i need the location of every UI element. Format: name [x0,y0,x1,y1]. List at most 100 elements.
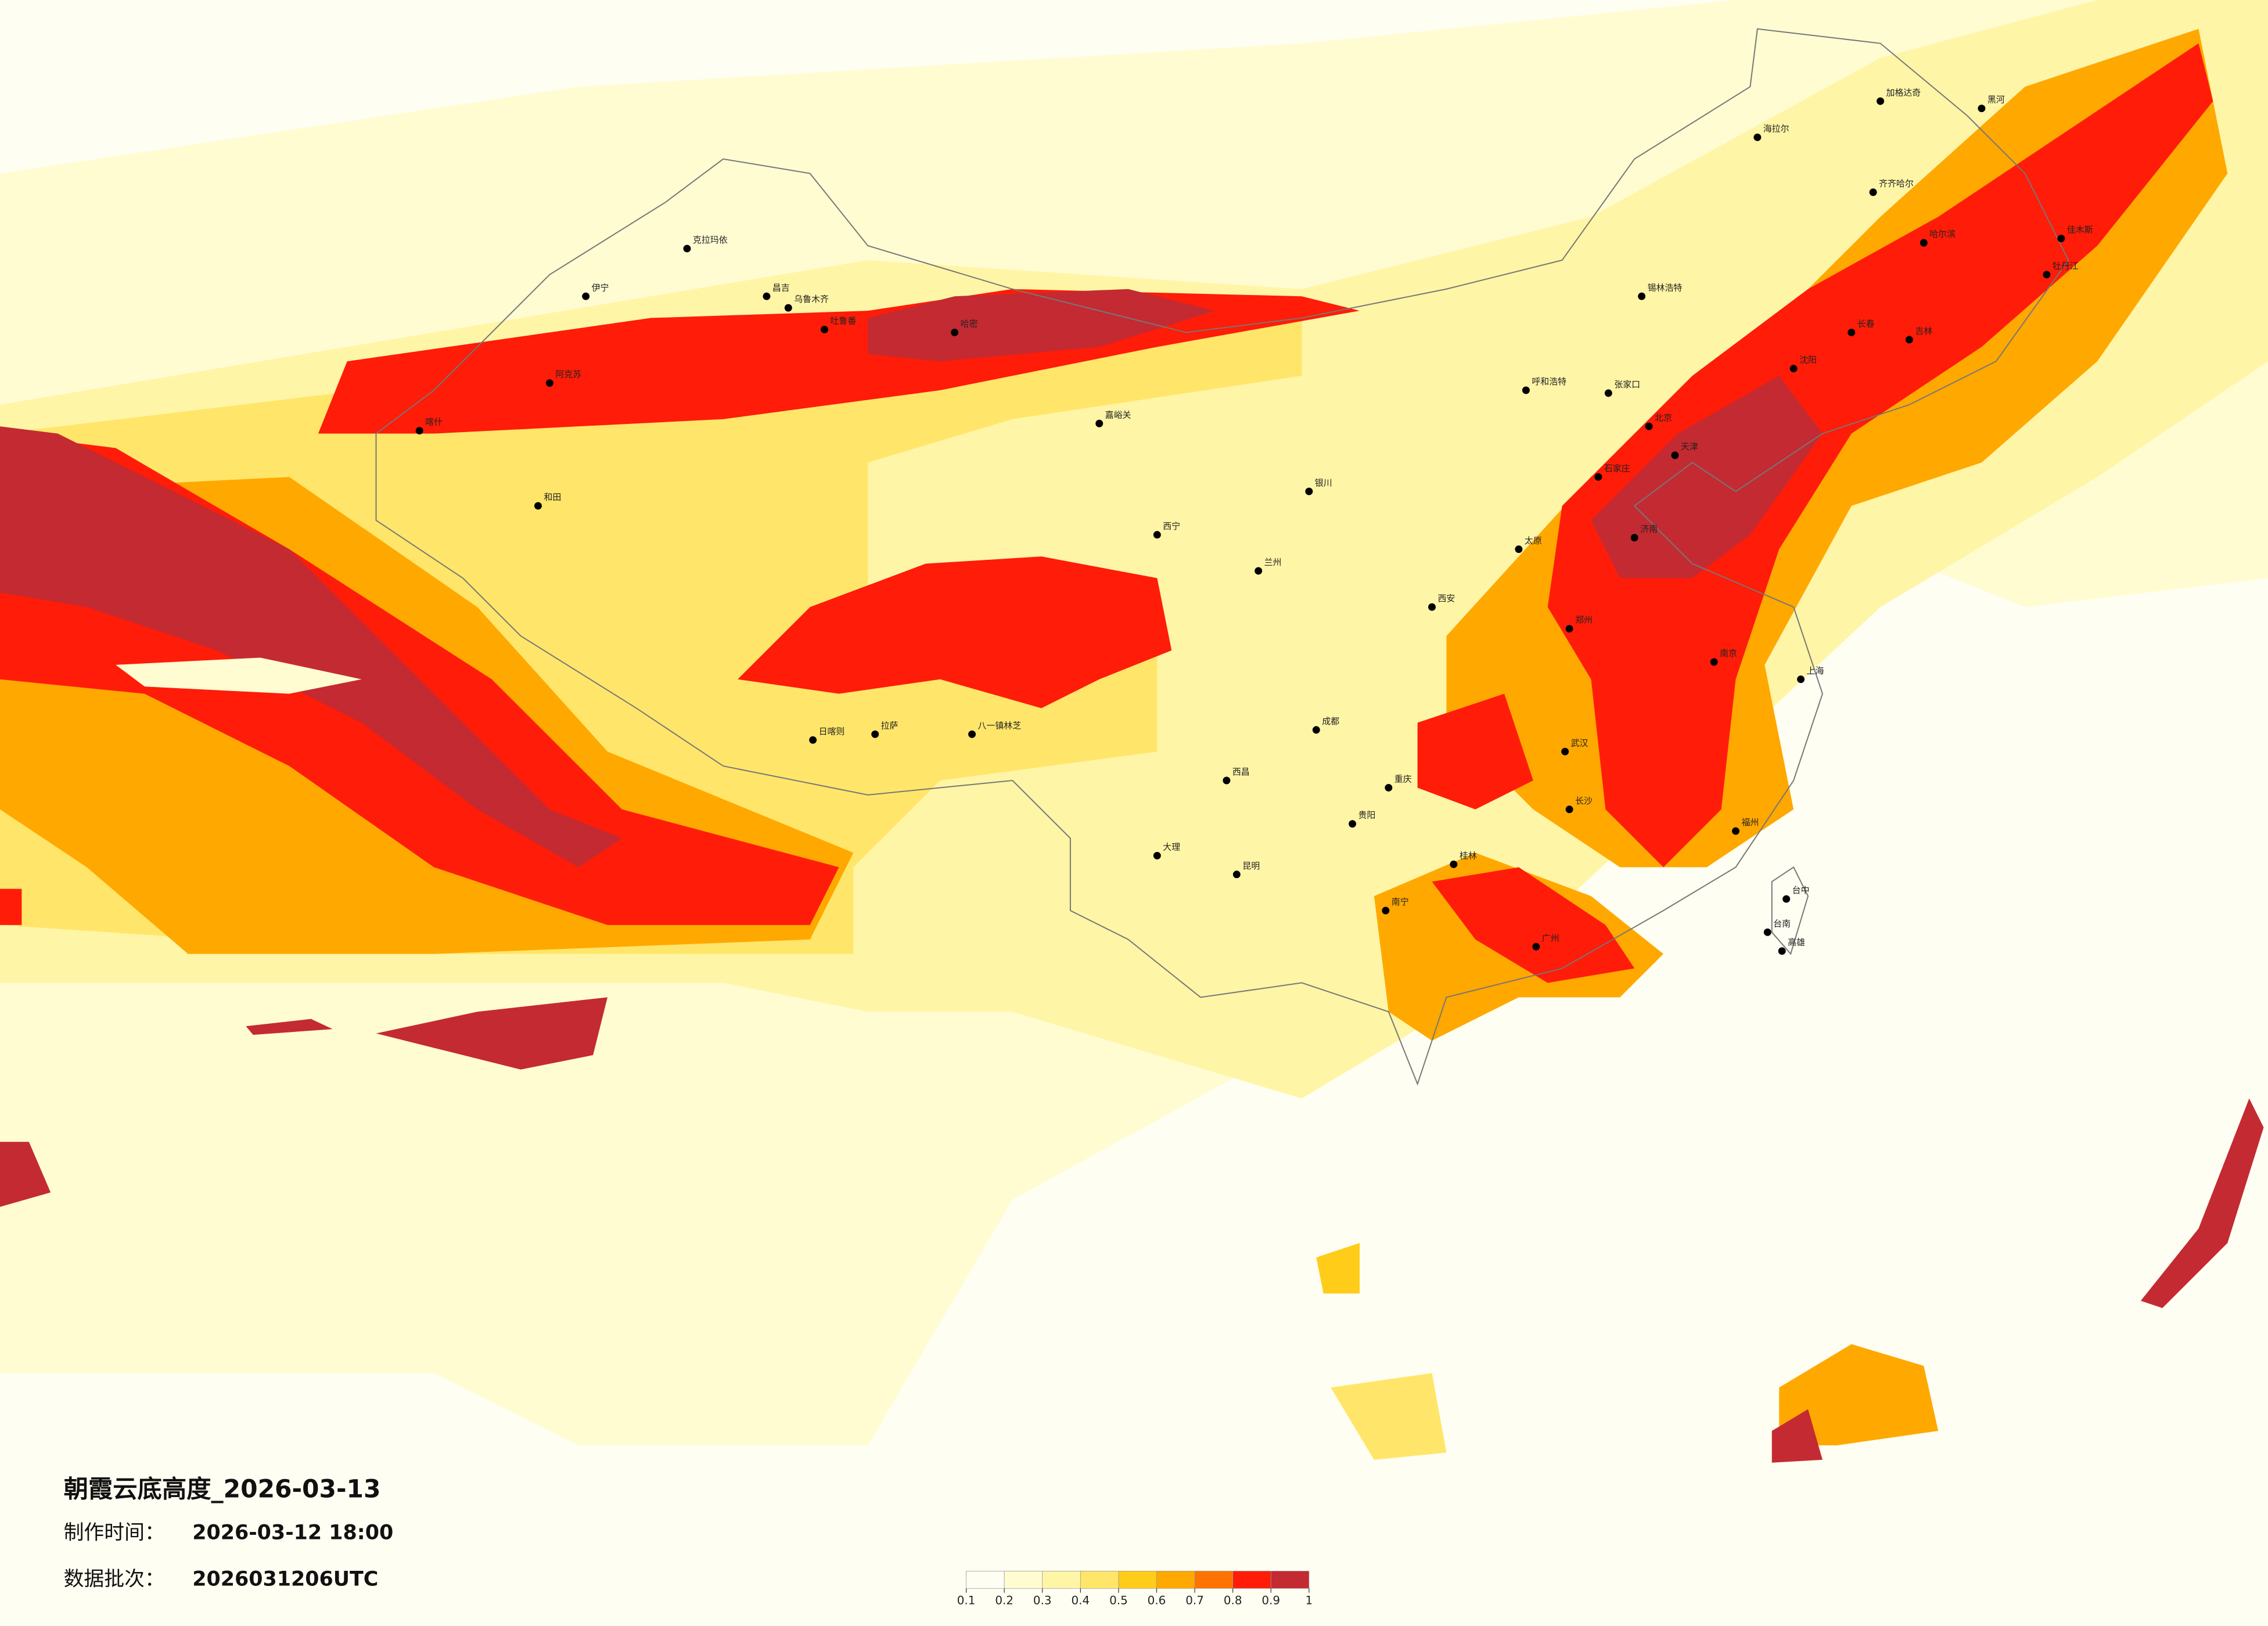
city-dot [1732,827,1739,835]
city-label: 太原 [1525,535,1542,546]
city-dot [1223,776,1231,785]
city-label: 银川 [1315,477,1332,488]
city-label: 昌吉 [772,282,790,293]
city-dot [1428,603,1436,611]
colorbar-tick-label: 0.4 [1072,1594,1090,1607]
colorbar-cell [1232,1571,1271,1589]
island-border [1771,866,1809,955]
colorbar-tick-label: 0.1 [957,1594,976,1607]
city-label: 锡林浩特 [1648,282,1683,293]
city-dot [1522,386,1530,394]
batch-label: 数据批次： [64,1567,165,1591]
colorbar-cell [1004,1571,1043,1589]
city-label: 北京 [1655,412,1672,423]
colorbar-tick-label: 0.5 [1109,1594,1128,1607]
city-dot [1561,747,1569,756]
city-dot [1920,239,1928,247]
colorbar-cell [1194,1571,1234,1589]
field [1779,1344,1939,1445]
field [1417,693,1533,810]
city-label: 台中 [1792,885,1810,895]
colorbar-tick-label: 0.3 [1033,1594,1052,1607]
city-dot [1532,942,1540,951]
city-dot [951,328,959,336]
field [0,888,22,925]
city-dot [1905,336,1913,344]
city-dot [2043,271,2051,279]
city-label: 西安 [1437,593,1455,603]
city-label: 长春 [1857,318,1875,329]
colorbar-cell [966,1571,1005,1589]
field [1316,1243,1360,1294]
field [0,426,622,868]
city-dot [1763,928,1771,936]
city-label: 南京 [1720,648,1737,659]
city-label: 哈密 [961,318,978,329]
colorbar-cell [1156,1571,1195,1589]
field [2140,1098,2264,1308]
city-dot [1797,675,1805,684]
city-label: 郑州 [1575,615,1593,625]
city-label: 大理 [1163,841,1180,852]
city-label: 牡丹江 [2053,261,2079,271]
city-label: 上海 [1807,665,1824,676]
city-label: 吉林 [1915,326,1932,336]
colorbar-cell [1270,1571,1310,1589]
city-label: 日喀则 [819,726,845,736]
field [1331,1373,1447,1460]
batch: 2026031206UTC [192,1567,378,1591]
colorbar-tick-label: 0.6 [1148,1594,1166,1607]
city-label: 重庆 [1394,774,1412,784]
colorbar-cell [1042,1571,1081,1589]
city-dot [1778,947,1786,955]
city-label: 南宁 [1392,897,1409,907]
city-label: 呼和浩特 [1532,376,1566,387]
city-label: 佳木斯 [2067,225,2093,235]
city-dot [1978,105,1986,113]
field [1432,867,1635,983]
city-label: 嘉峪关 [1105,409,1131,420]
city-label: 哈尔滨 [1929,229,1956,239]
city-label: 沈阳 [1799,355,1817,365]
colorbar-cell [1118,1571,1157,1589]
city-dot [1232,870,1241,879]
city-dot [1450,860,1458,868]
city-dot [1515,545,1523,553]
city-dot [1349,820,1357,828]
city-label: 张家口 [1614,379,1640,390]
city-dot [1312,726,1320,734]
city-label: 克拉玛依 [693,235,728,245]
city-label: 长沙 [1575,796,1593,806]
city-label: 广州 [1542,933,1559,943]
country-border [375,28,2069,1086]
colorbar-tick-label: 0.2 [995,1594,1013,1607]
city-dot [968,730,976,738]
city-label: 贵阳 [1358,810,1376,821]
city-label: 伊宁 [592,282,609,293]
colorbar-cell [1080,1571,1119,1589]
city-label: 福州 [1741,817,1759,828]
city-dot [1385,783,1393,792]
field [246,1019,333,1035]
colorbar-tick-label: 1 [1306,1594,1313,1607]
city-label: 成都 [1322,716,1339,726]
city-dot [1848,328,1856,336]
city-dot [1153,531,1161,539]
city-label: 石家庄 [1604,463,1630,473]
field [0,1142,51,1207]
city-dot [683,244,691,253]
city-label: 和田 [544,492,561,502]
city-label: 齐齐哈尔 [1879,178,1914,189]
city-dot [1565,805,1573,814]
city-dot [1305,487,1313,495]
city-label: 海拉尔 [1763,123,1789,134]
city-label: 天津 [1681,441,1698,452]
field [1591,376,1823,578]
city-label: 武汉 [1571,738,1588,748]
colorbar: 0.1 0.2 0.3 0.4 0.5 0.6 0.7 0.8 0.9 1 [957,1571,1313,1607]
city-dot [1604,389,1612,397]
city-dot [1382,906,1390,915]
